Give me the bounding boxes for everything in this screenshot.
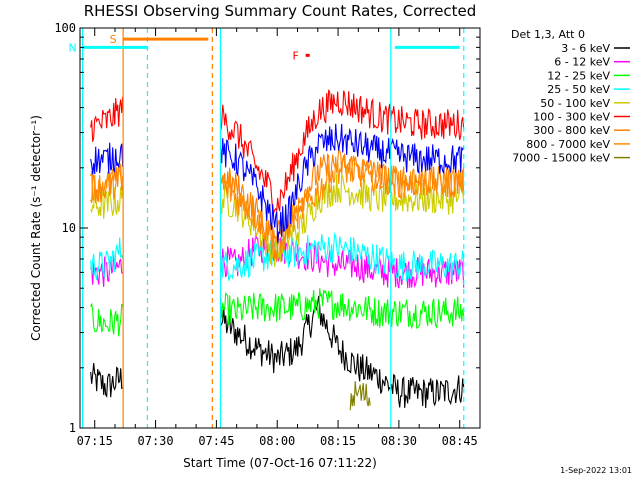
series-line-0: [90, 295, 465, 409]
series-line-2: [90, 288, 465, 337]
x-tick-label: 07:30: [138, 434, 174, 448]
x-axis-label: Start Time (07-Oct-16 07:11:22): [183, 456, 377, 470]
legend-item-label: 100 - 300 keV: [533, 111, 610, 124]
flag-bar-0: [123, 37, 209, 41]
x-axis: 07:15 07:30 07:45 08:00 08:15 08:30 08:45: [77, 28, 481, 448]
flag-bar-3: [394, 45, 460, 49]
legend-title: Det 1,3, Att 0: [511, 28, 585, 41]
legend-item-label: 6 - 12 keV: [554, 56, 610, 69]
flag-label-n: N: [68, 41, 76, 54]
legend-item-label: 3 - 6 keV: [561, 42, 610, 55]
legend-item-label: 25 - 50 keV: [547, 83, 610, 96]
legend-item-label: 800 - 7000 keV: [526, 138, 610, 151]
series-line-9: [90, 123, 465, 244]
chart-title: RHESSI Observing Summary Count Rates, Co…: [84, 2, 477, 20]
y-tick-label: 10: [62, 221, 76, 235]
legend-item-label: 50 - 100 keV: [540, 97, 610, 110]
y-axis: 1 10 100: [54, 21, 480, 435]
y-tick-label: 1: [69, 421, 76, 435]
series-line-3: [90, 231, 465, 282]
x-tick-label: 08:15: [320, 434, 356, 448]
legend-item-label: 7000 - 15000 keV: [512, 152, 610, 165]
flag-label-f: F: [292, 49, 298, 62]
legend-item-label: 12 - 25 keV: [547, 69, 610, 82]
plot-area: S N F: [68, 28, 465, 428]
timestamp: 1-Sep-2022 13:01: [560, 466, 632, 475]
flag-label-s: S: [110, 33, 117, 46]
x-tick-label: 08:30: [381, 434, 417, 448]
series-line-8: [349, 381, 371, 411]
y-axis-label: Corrected Count Rate (s⁻¹ detector⁻¹): [29, 115, 43, 341]
x-tick-label: 08:00: [259, 434, 295, 448]
legend-item-label: 300 - 800 keV: [533, 124, 610, 137]
y-tick-label: 100: [54, 21, 76, 35]
flag-bar-1: [82, 45, 148, 49]
flag-bar-2: [305, 53, 310, 57]
x-tick-label: 07:15: [77, 434, 113, 448]
series-line-7: [90, 155, 465, 247]
series-line-5: [90, 89, 465, 215]
x-tick-label: 07:45: [198, 434, 234, 448]
x-tick-label: 08:45: [442, 434, 478, 448]
